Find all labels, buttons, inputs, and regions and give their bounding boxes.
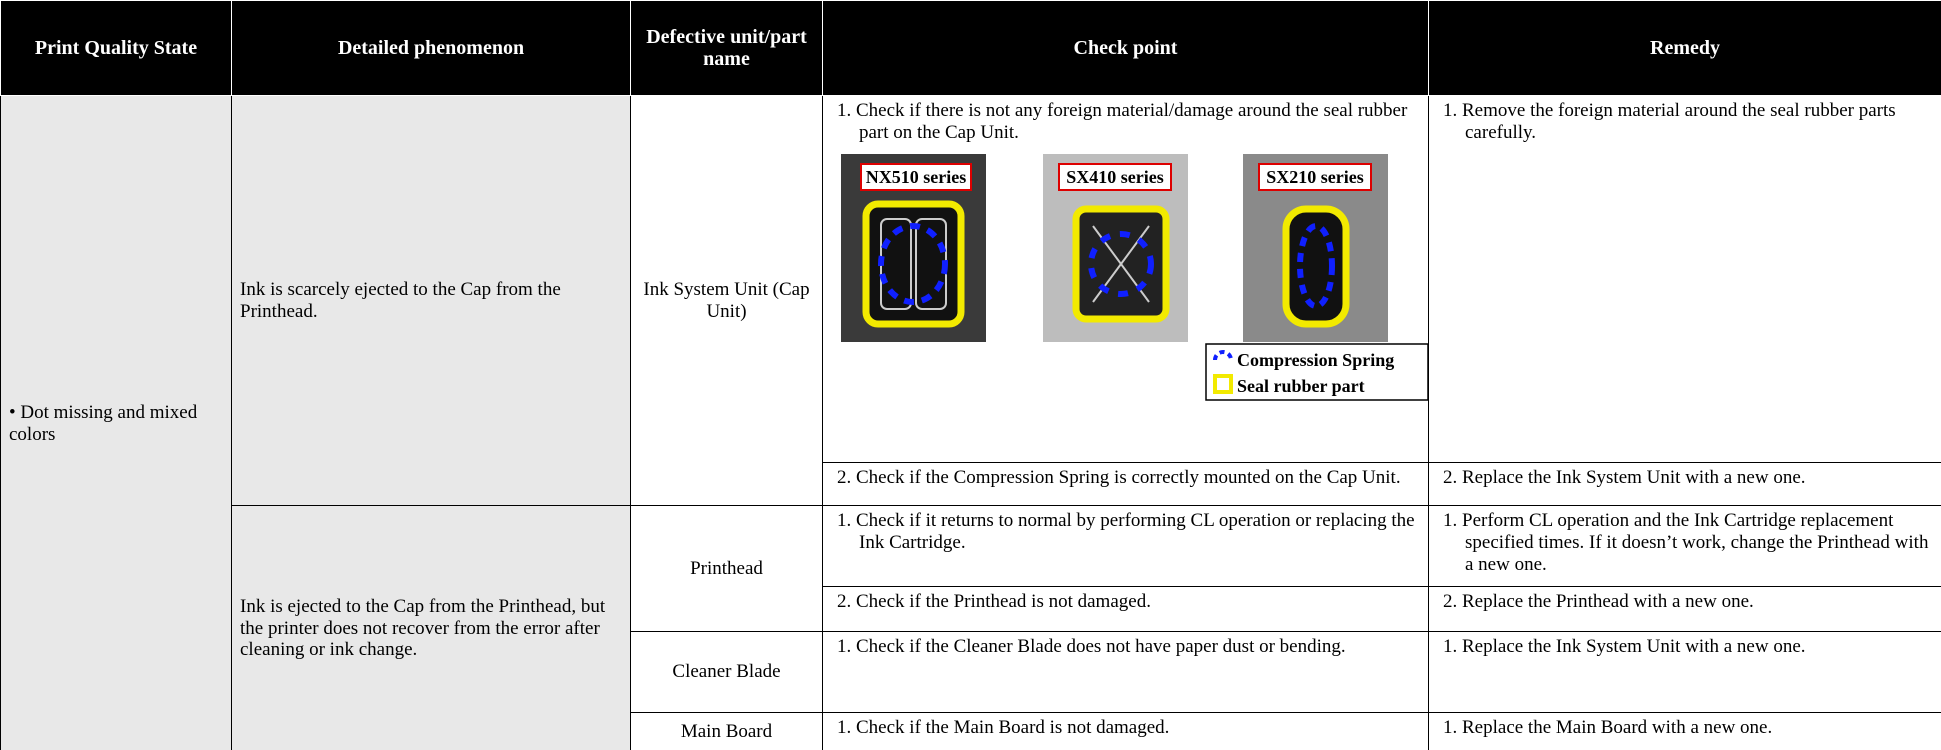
photo-label: NX510 series [866, 167, 966, 187]
phenomenon-cell: Ink is ejected to the Cap from the Print… [231, 505, 631, 750]
remedy-cell: 2. Replace the Printhead with a new one. [1428, 586, 1941, 632]
remedy-cell: 2. Replace the Ink System Unit with a ne… [1428, 462, 1941, 506]
header-cell: Detailed phenomenon [231, 0, 631, 96]
part-cell: Printhead [630, 505, 823, 632]
check-cell: 2. Check if the Printhead is not damaged… [822, 586, 1429, 632]
photo: NX510 series [841, 153, 986, 342]
remedy-cell: 1. Replace the Main Board with a new one… [1428, 712, 1941, 750]
photo-label: SX410 series [1066, 167, 1164, 187]
figure-art: NX510 series SX410 series SX210 se [841, 153, 1429, 401]
remedy-cell: 1. Perform CL operation and the Ink Cart… [1428, 505, 1941, 587]
check-text: 1. Check if it returns to normal by perf… [837, 510, 1415, 553]
photo-label: SX210 series [1266, 167, 1364, 187]
row: Cleaner Blade 1. Check if the Cleaner Bl… [1, 631, 1941, 713]
check-cell: 1. Check if it returns to normal by perf… [822, 505, 1429, 587]
photo: SX410 series [1043, 153, 1188, 342]
row: 2. Check if the Compression Spring is co… [1, 462, 1941, 506]
figure: NX510 series SX410 series SX210 se [831, 153, 1429, 454]
row: Ink is ejected to the Cap from the Print… [1, 505, 1941, 750]
legend-label: Seal rubber part [1237, 376, 1365, 396]
check-text: 1. Check if the Cleaner Blade does not h… [837, 636, 1346, 657]
check-cell: 2. Check if the Compression Spring is co… [822, 462, 1429, 506]
row: 2. Check if the Printhead is not damaged… [1, 586, 1941, 632]
header-cell: Print Quality State [0, 0, 232, 96]
remedy-text: 1. Remove the foreign material around th… [1443, 100, 1896, 143]
part-cell: Main Board [630, 712, 823, 750]
check-text: 1. Check if the Main Board is not damage… [837, 717, 1170, 738]
header-cell: Check point [822, 0, 1429, 96]
remedy-text: 1. Replace the Ink System Unit with a ne… [1443, 636, 1806, 657]
header-cell: Defective unit/part name [630, 0, 823, 96]
state-cell: • Dot missing and mixed colors [0, 95, 232, 750]
header-row: Print Quality State Detailed phenomenon … [0, 0, 1941, 96]
row: Main Board 1. Check if the Main Board is… [1, 712, 1941, 750]
remedy-text: 2. Replace the Printhead with a new one. [1443, 591, 1754, 612]
check-cell: 1. Check if the Cleaner Blade does not h… [822, 631, 1429, 713]
header-cell: Remedy [1428, 0, 1941, 96]
phenomenon-cell: Ink is scarcely ejected to the Cap from … [231, 95, 631, 506]
check-text: 2. Check if the Printhead is not damaged… [837, 591, 1151, 612]
remedy-text: 1. Perform CL operation and the Ink Cart… [1443, 510, 1929, 575]
check-text: 1. Check if there is not any foreign mat… [837, 100, 1408, 143]
check-cell: 1. Check if the Main Board is not damage… [822, 712, 1429, 750]
check-text: 2. Check if the Compression Spring is co… [837, 467, 1401, 488]
legend-label: Compression Spring [1237, 350, 1394, 370]
check-cell: 1. Check if there is not any foreign mat… [822, 95, 1429, 463]
row: • Dot missing and mixed colors Ink is sc… [0, 95, 1941, 750]
remedy-cell: 1. Replace the Ink System Unit with a ne… [1428, 631, 1941, 713]
legend: Compression Spring Seal rubber part [1205, 342, 1429, 401]
remedy-text: 1. Replace the Main Board with a new one… [1443, 717, 1773, 738]
part-cell: Cleaner Blade [630, 631, 823, 713]
photo: SX210 series [1243, 153, 1388, 342]
remedy-text: 2. Replace the Ink System Unit with a ne… [1443, 467, 1806, 488]
remedy-cell: 1. Remove the foreign material around th… [1428, 95, 1941, 463]
part-cell: Ink System Unit (Cap Unit) [630, 95, 823, 506]
